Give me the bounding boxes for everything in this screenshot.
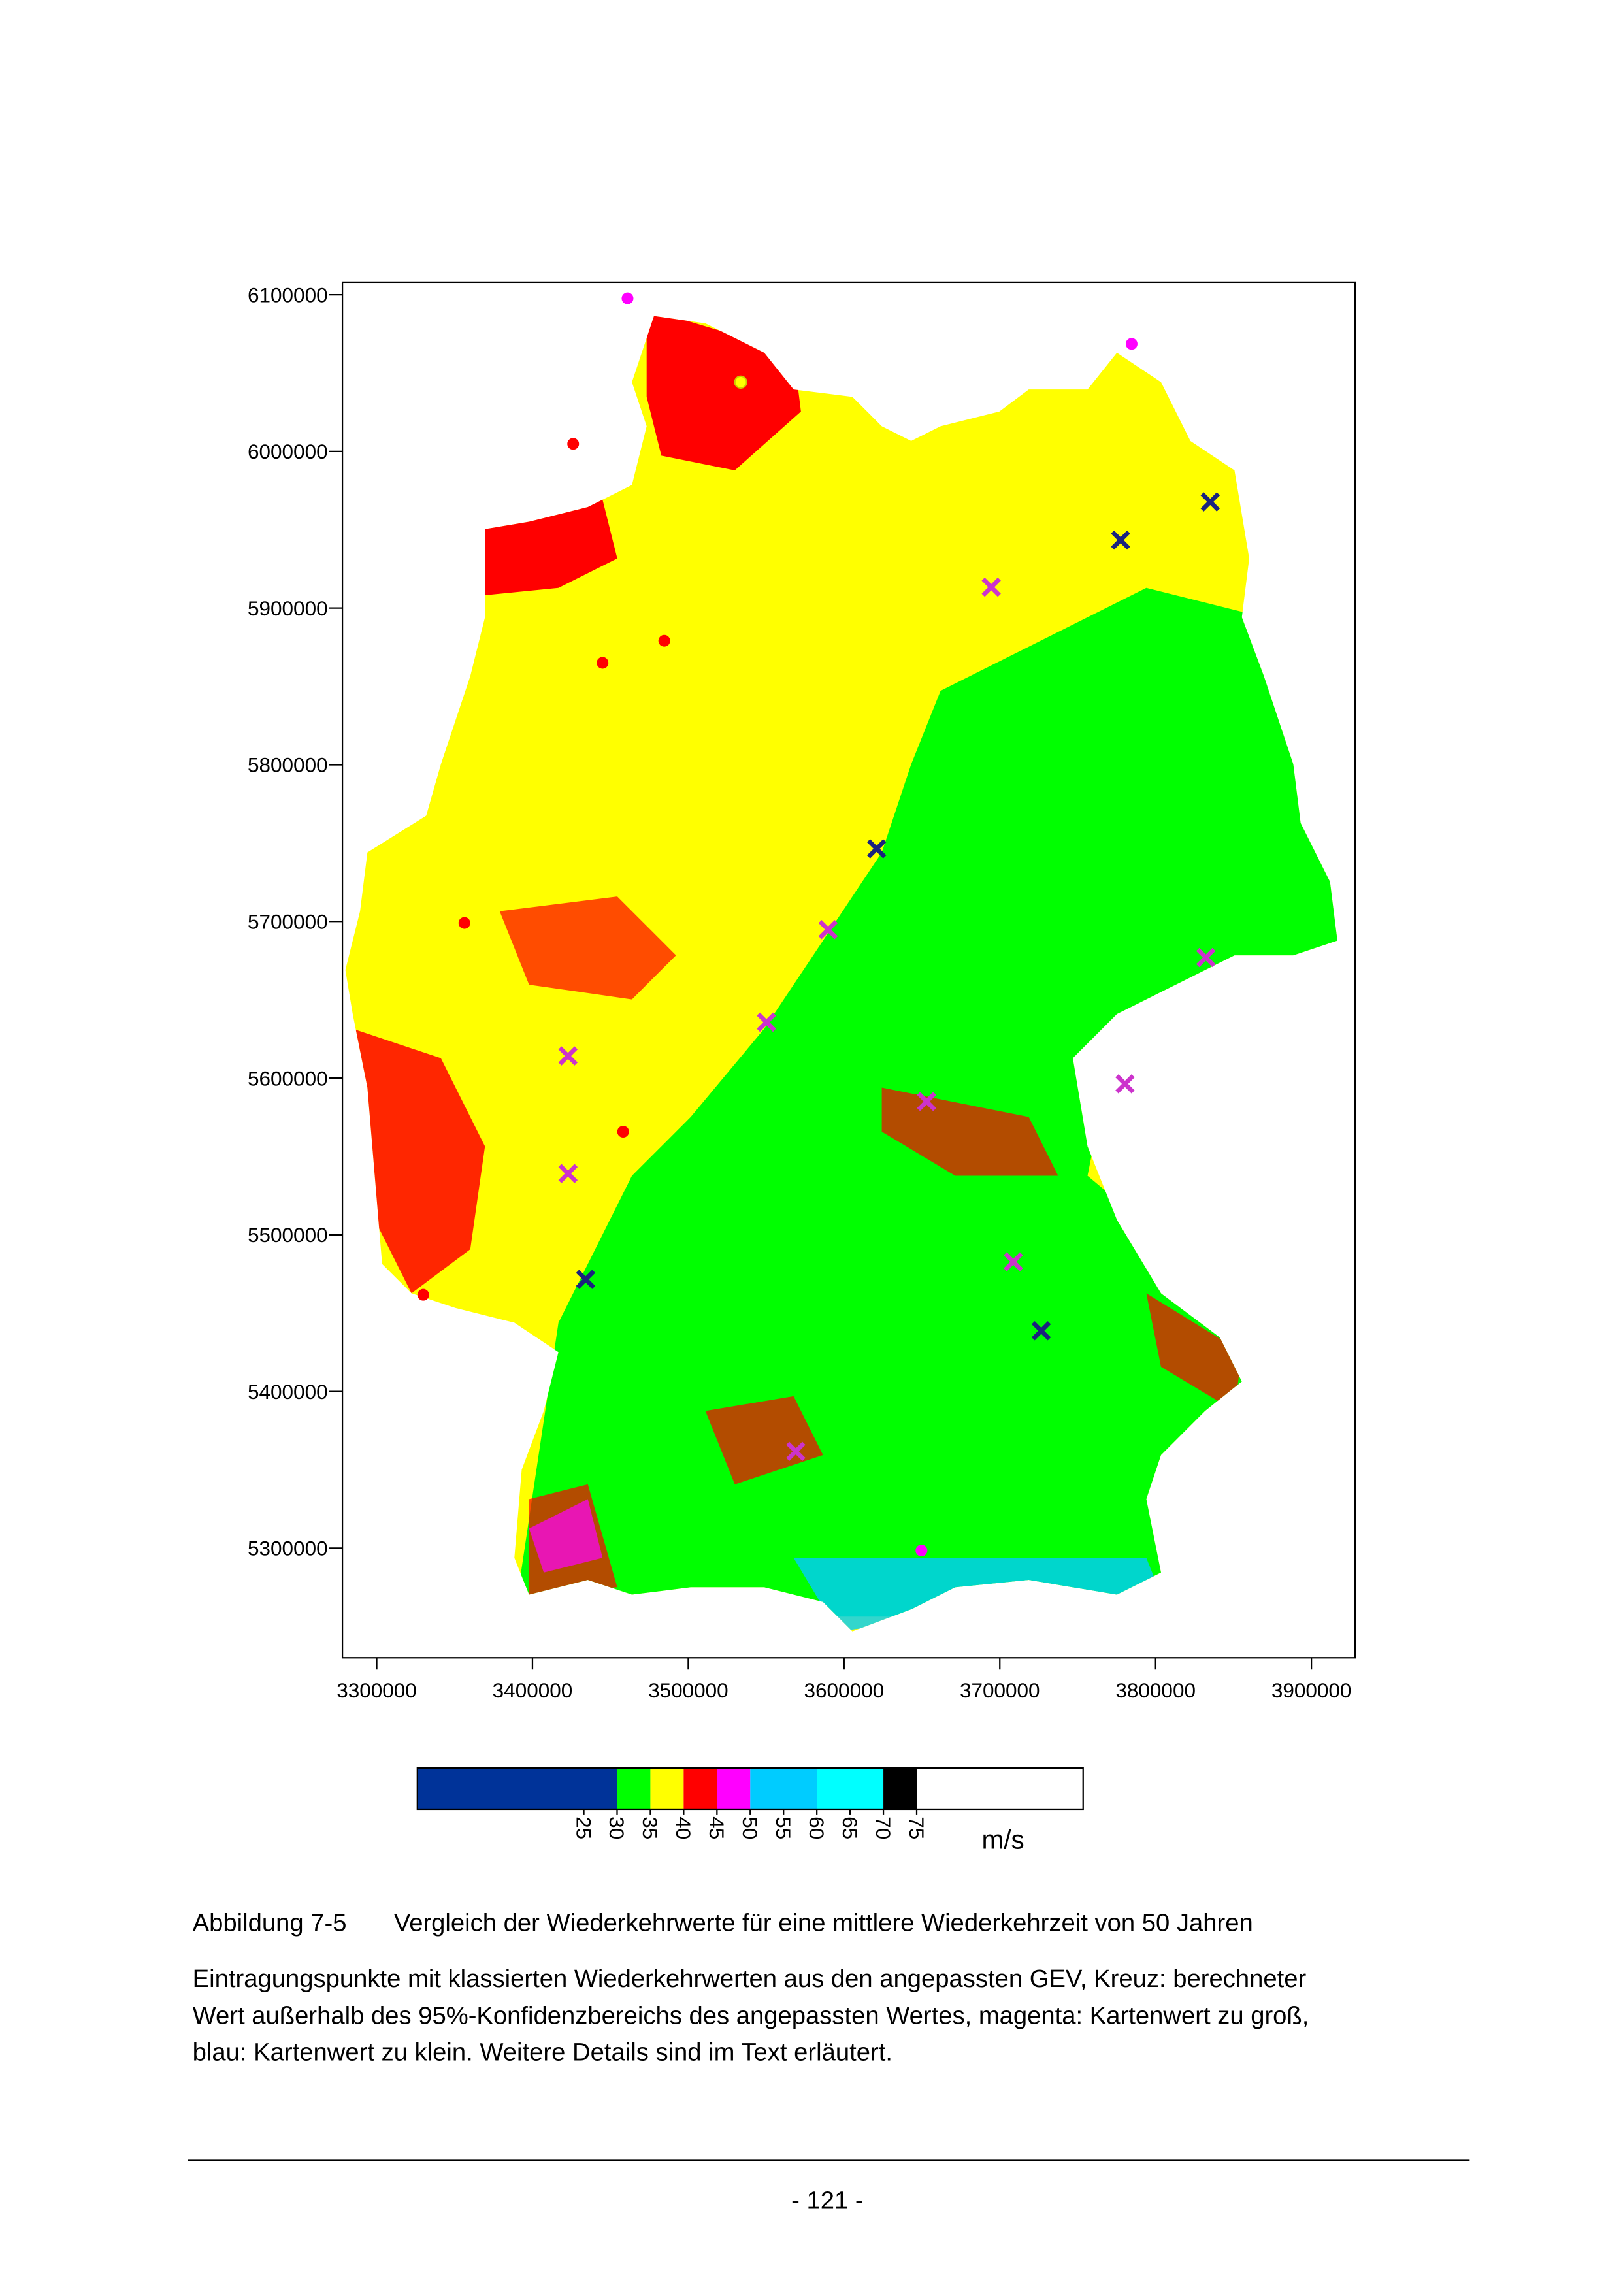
station-dot xyxy=(458,917,470,929)
station-dot xyxy=(617,1126,629,1138)
x-tick-label: 3900000 xyxy=(1271,1679,1352,1702)
legend-tick-label: 65 xyxy=(838,1816,862,1839)
legend-class xyxy=(683,1767,717,1809)
map-plot: 3300000 3400000 3500000 3600000 3700000 38000… xyxy=(248,281,1356,1702)
y-tick-label: 6100000 xyxy=(248,283,328,306)
y-tick-label: 5400000 xyxy=(248,1380,328,1403)
y-tick-label: 5300000 xyxy=(248,1537,328,1560)
x-tick-label: 3500000 xyxy=(648,1679,729,1702)
station-dot xyxy=(621,292,634,304)
y-tick-label: 5800000 xyxy=(248,753,328,777)
station-markers xyxy=(417,292,1220,1557)
legend-class xyxy=(817,1767,884,1809)
station-dot xyxy=(658,634,670,647)
legend-tick-label: 35 xyxy=(638,1816,662,1839)
legend-tick-label: 60 xyxy=(805,1816,828,1839)
station-dot xyxy=(915,1545,928,1557)
y-tick-label: 5600000 xyxy=(248,1066,328,1090)
map-region xyxy=(529,1499,603,1573)
legend-class xyxy=(650,1767,684,1809)
station-cross xyxy=(576,492,1220,1341)
legend-tick-label: 70 xyxy=(872,1816,895,1839)
x-tick-label: 3400000 xyxy=(493,1679,573,1702)
legend-tick-label: 55 xyxy=(772,1816,795,1839)
color-legend: 25 30 35 40 45 50 55 60 65 70 75 m/s xyxy=(416,1767,1084,1855)
y-tick-label: 5900000 xyxy=(248,597,328,620)
description-line: Eintragungspunkte mit klassierten Wieder… xyxy=(193,1965,1307,1993)
x-tick-label: 3800000 xyxy=(1115,1679,1196,1702)
station-dot xyxy=(1125,338,1138,350)
legend-class xyxy=(883,1767,917,1809)
legend-frame xyxy=(416,1767,1084,1811)
x-tick-label: 3300000 xyxy=(336,1679,417,1702)
caption-title: Vergleich der Wiederkehrwerte für eine m… xyxy=(394,1909,1253,1937)
page-number: - 121 - xyxy=(791,2187,863,2215)
legend-class xyxy=(717,1767,751,1809)
legend-class xyxy=(917,1767,1083,1809)
legend-tick-label: 50 xyxy=(738,1816,762,1839)
legend-bar: 25 30 35 40 45 50 55 60 65 70 75 xyxy=(417,1767,1083,1839)
caption-label: Abbildung 7-5 xyxy=(193,1909,347,1937)
legend-class xyxy=(750,1767,817,1809)
legend-tick-label: 30 xyxy=(605,1816,629,1839)
legend-class xyxy=(617,1767,651,1809)
station-dot xyxy=(417,1288,429,1301)
axes: 3300000 3400000 3500000 3600000 3700000 38000… xyxy=(248,283,1351,1702)
map-region xyxy=(705,1396,823,1484)
y-tick-label: 5500000 xyxy=(248,1223,328,1247)
legend-tick-label: 40 xyxy=(672,1816,695,1839)
x-tick-label: 3700000 xyxy=(960,1679,1040,1702)
y-tick-label: 6000000 xyxy=(248,440,328,463)
map-region xyxy=(499,896,676,1000)
y-tick-label: 5700000 xyxy=(248,910,328,933)
description-line: blau: Kartenwert zu klein. Weitere Detai… xyxy=(193,2039,892,2067)
station-dot xyxy=(567,438,580,450)
legend-unit: m/s xyxy=(982,1825,1024,1855)
legend-tick-label: 25 xyxy=(572,1816,595,1839)
legend-tick-label: 45 xyxy=(705,1816,729,1839)
station-dot xyxy=(597,657,609,669)
legend-tick-label: 75 xyxy=(905,1816,928,1839)
station-dot xyxy=(734,375,747,389)
map-region xyxy=(1146,1293,1242,1411)
description: Eintragungspunkte mit klassierten Wieder… xyxy=(193,1965,1309,2066)
description-line: Wert außerhalb des 95%-Konfidenzbereichs… xyxy=(193,2001,1309,2029)
legend-class xyxy=(417,1767,617,1809)
station-cross xyxy=(558,577,1216,1461)
map-region xyxy=(352,1028,485,1294)
map-region xyxy=(881,1087,1058,1176)
x-tick-label: 3600000 xyxy=(804,1679,885,1702)
